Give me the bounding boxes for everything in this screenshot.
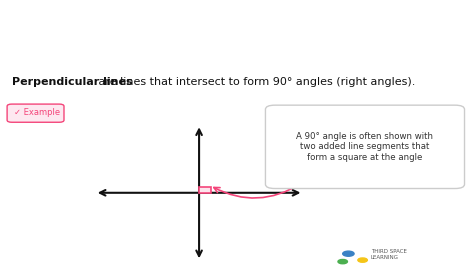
Circle shape <box>358 258 367 262</box>
Circle shape <box>338 259 347 264</box>
Circle shape <box>343 251 354 256</box>
Text: Perpendicular Lines: Perpendicular Lines <box>12 16 323 44</box>
Text: THIRD SPACE
LEARNING: THIRD SPACE LEARNING <box>371 249 407 260</box>
FancyBboxPatch shape <box>265 105 465 189</box>
FancyBboxPatch shape <box>7 104 64 122</box>
Bar <box>199 187 211 193</box>
Text: Perpendicular lines: Perpendicular lines <box>12 77 132 87</box>
Text: A 90° angle is often shown with
two added line segments that
form a square at th: A 90° angle is often shown with two adde… <box>296 132 434 162</box>
Text: are lines that intersect to form 90° angles (right angles).: are lines that intersect to form 90° ang… <box>95 77 415 87</box>
Text: ✓ Example: ✓ Example <box>14 108 60 117</box>
